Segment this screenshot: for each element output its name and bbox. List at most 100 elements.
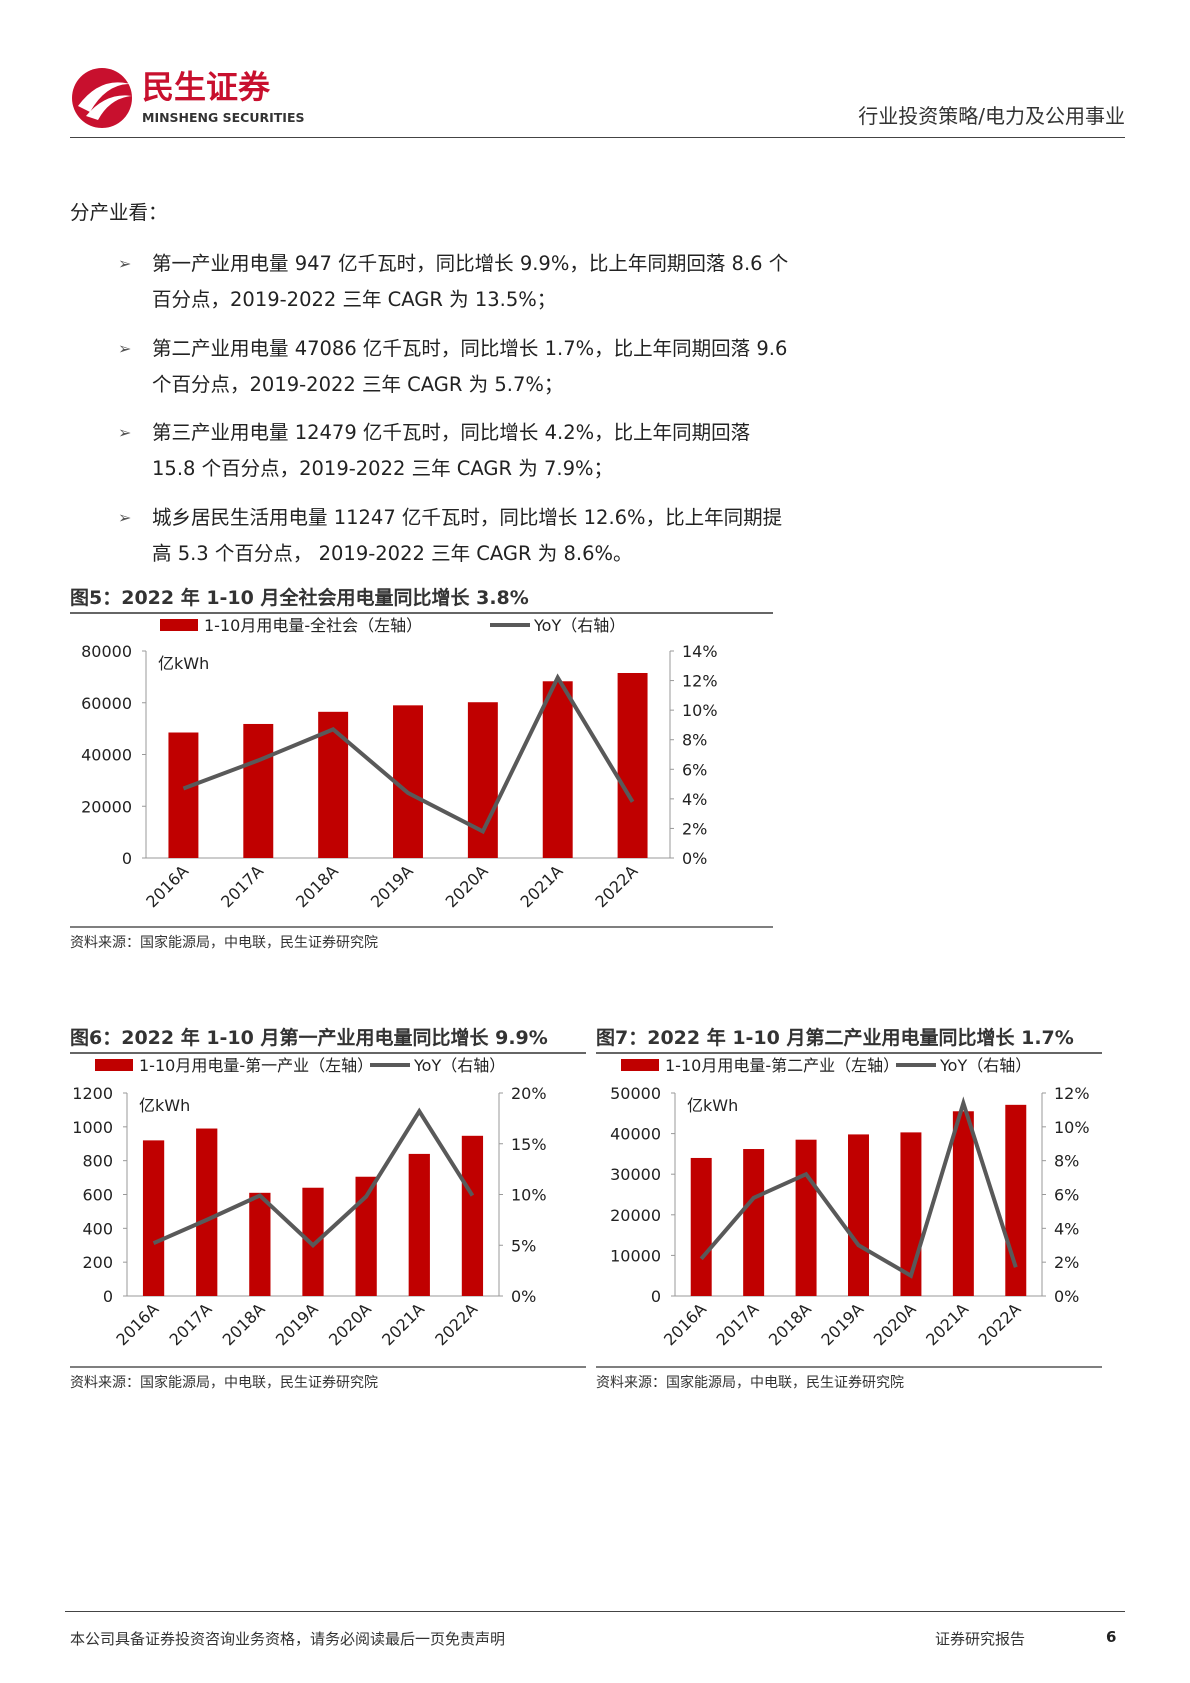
y2-tick-label: 12% — [1054, 1084, 1090, 1103]
footer-label: 证券研究报告 — [935, 1630, 1026, 1648]
category: 行业投资策略/电力及公用事业 — [858, 104, 1125, 128]
brand-en: MINSHENG SECURITIES — [142, 110, 305, 125]
legend-label: YoY（右轴） — [939, 1056, 1031, 1075]
bar — [952, 1111, 974, 1296]
x-tick-label: 2022A — [431, 1299, 481, 1349]
bullet-marker: ➢ — [118, 508, 132, 527]
x-tick-label: 2017A — [166, 1299, 216, 1349]
y-tick-label: 10000 — [610, 1246, 661, 1265]
source: 资料来源：国家能源局，中电联，民生证券研究院 — [70, 1374, 378, 1391]
x-tick-label: 2020A — [442, 861, 492, 911]
legend-swatch — [621, 1059, 659, 1071]
y2-tick-label: 0% — [682, 849, 707, 868]
x-tick-label: 2019A — [367, 861, 417, 911]
y-axis-unit: 亿kWh — [158, 654, 209, 673]
chart: 图5：2022 年 1-10 月全社会用电量同比增长 3.8% 资料来源：国家能源… — [70, 586, 773, 951]
y2-tick-label: 8% — [682, 731, 707, 750]
y-tick-label: 50000 — [610, 1084, 661, 1103]
y-tick-label: 0 — [651, 1287, 661, 1306]
y2-tick-label: 5% — [511, 1236, 536, 1255]
bar — [461, 1135, 484, 1296]
chart-title: 图5：2022 年 1-10 月全社会用电量同比增长 3.8% — [70, 586, 529, 609]
header-rule — [70, 137, 1125, 138]
y2-tick-label: 4% — [682, 790, 707, 809]
source: 资料来源：国家能源局，中电联，民生证券研究院 — [596, 1374, 904, 1391]
y2-tick-label: 0% — [1054, 1287, 1079, 1306]
bar — [617, 672, 648, 858]
legend-label: YoY（右轴） — [413, 1056, 505, 1075]
chart-title: 图7：2022 年 1-10 月第二产业用电量同比增长 1.7% — [596, 1026, 1074, 1049]
x-tick-label: 2019A — [817, 1299, 867, 1349]
bar — [393, 705, 423, 858]
bar — [243, 723, 274, 858]
y-axis-unit: 亿kWh — [139, 1096, 190, 1115]
yoy-line — [152, 1107, 475, 1248]
logo: 民生证券 MINSHENG SECURITIES — [72, 68, 305, 128]
x-tick-label: 2021A — [378, 1299, 428, 1349]
page-number: 6 — [1106, 1628, 1117, 1646]
y2-tick-label: 4% — [1054, 1219, 1079, 1238]
x-tick-label: 2019A — [272, 1299, 322, 1349]
legend-label: 1-10月用电量-全社会（左轴） — [204, 616, 422, 635]
bullet-marker: ➢ — [118, 339, 132, 358]
brand: 民生证券 — [142, 68, 271, 106]
x-tick-label: 2016A — [112, 1299, 162, 1349]
y-tick-label: 30000 — [610, 1165, 661, 1184]
bullet-text: 第二产业用电量 47086 亿千瓦时，同比增长 1.7%，比上年同期回落 9.6… — [152, 337, 788, 396]
chart: 图7：2022 年 1-10 月第二产业用电量同比增长 1.7% 资料来源：国家能… — [596, 1026, 1102, 1391]
x-tick-label: 2017A — [712, 1299, 762, 1349]
bullet-marker: ➢ — [118, 423, 132, 442]
bullet-marker: ➢ — [118, 254, 132, 273]
y-tick-label: 20000 — [81, 797, 132, 816]
y-tick-label: 20000 — [610, 1206, 661, 1225]
x-tick-label: 2020A — [870, 1299, 920, 1349]
y-tick-label: 40000 — [610, 1125, 661, 1144]
intro: 分产业看： — [70, 201, 168, 224]
bar — [408, 1153, 430, 1296]
legend-swatch — [95, 1059, 133, 1071]
y2-tick-label: 12% — [682, 672, 718, 691]
x-tick-label: 2018A — [219, 1299, 269, 1349]
x-tick-label: 2022A — [975, 1299, 1025, 1349]
yoy-line — [699, 1096, 1018, 1279]
y2-tick-label: 10% — [511, 1186, 547, 1205]
yoy-line — [182, 673, 635, 835]
legend-label: 1-10月用电量-第一产业（左轴） — [139, 1056, 373, 1075]
y2-tick-label: 2% — [1054, 1253, 1079, 1272]
y-axis-unit: 亿kWh — [687, 1096, 738, 1115]
y2-tick-label: 6% — [682, 760, 707, 779]
x-tick-label: 2018A — [765, 1299, 815, 1349]
chart-title: 图6：2022 年 1-10 月第一产业用电量同比增长 9.9% — [70, 1026, 548, 1049]
y2-tick-label: 14% — [682, 642, 718, 661]
x-tick-label: 2020A — [325, 1299, 375, 1349]
y2-tick-label: 10% — [1054, 1118, 1090, 1137]
footer-rule — [65, 1611, 1125, 1612]
x-tick-label: 2016A — [660, 1299, 710, 1349]
bar — [196, 1128, 218, 1296]
source: 资料来源：国家能源局，中电联，民生证券研究院 — [70, 934, 378, 951]
y-tick-label: 200 — [82, 1253, 113, 1272]
y2-tick-label: 15% — [511, 1135, 547, 1154]
bullet-text: 第一产业用电量 947 亿千瓦时，同比增长 9.9%，比上年同期回落 8.6 个… — [152, 252, 789, 311]
x-tick-label: 2016A — [142, 861, 192, 911]
chart: 图6：2022 年 1-10 月第一产业用电量同比增长 9.9% 资料来源：国家能… — [70, 1026, 586, 1391]
disclaimer: 本公司具备证券投资咨询业务资格，请务必阅读最后一页免责声明 — [70, 1630, 506, 1648]
x-tick-label: 2021A — [922, 1299, 972, 1349]
y2-tick-label: 8% — [1054, 1152, 1079, 1171]
bar — [249, 1192, 271, 1296]
bar — [467, 702, 498, 858]
y-tick-label: 0 — [103, 1287, 113, 1306]
y-tick-label: 0 — [122, 849, 132, 868]
x-tick-label: 2017A — [217, 861, 267, 911]
y-tick-label: 1200 — [72, 1084, 113, 1103]
y2-tick-label: 10% — [682, 701, 718, 720]
y2-tick-label: 20% — [511, 1084, 547, 1103]
bar — [142, 1140, 165, 1296]
legend-label: 1-10月用电量-第二产业（左轴） — [665, 1056, 899, 1075]
bar — [355, 1176, 377, 1296]
bullet-text: 第三产业用电量 12479 亿千瓦时，同比增长 4.2%，比上年同期回落 15.… — [152, 421, 751, 480]
y2-tick-label: 6% — [1054, 1186, 1079, 1205]
legend-label: YoY（右轴） — [533, 616, 625, 635]
x-tick-label: 2021A — [517, 861, 567, 911]
